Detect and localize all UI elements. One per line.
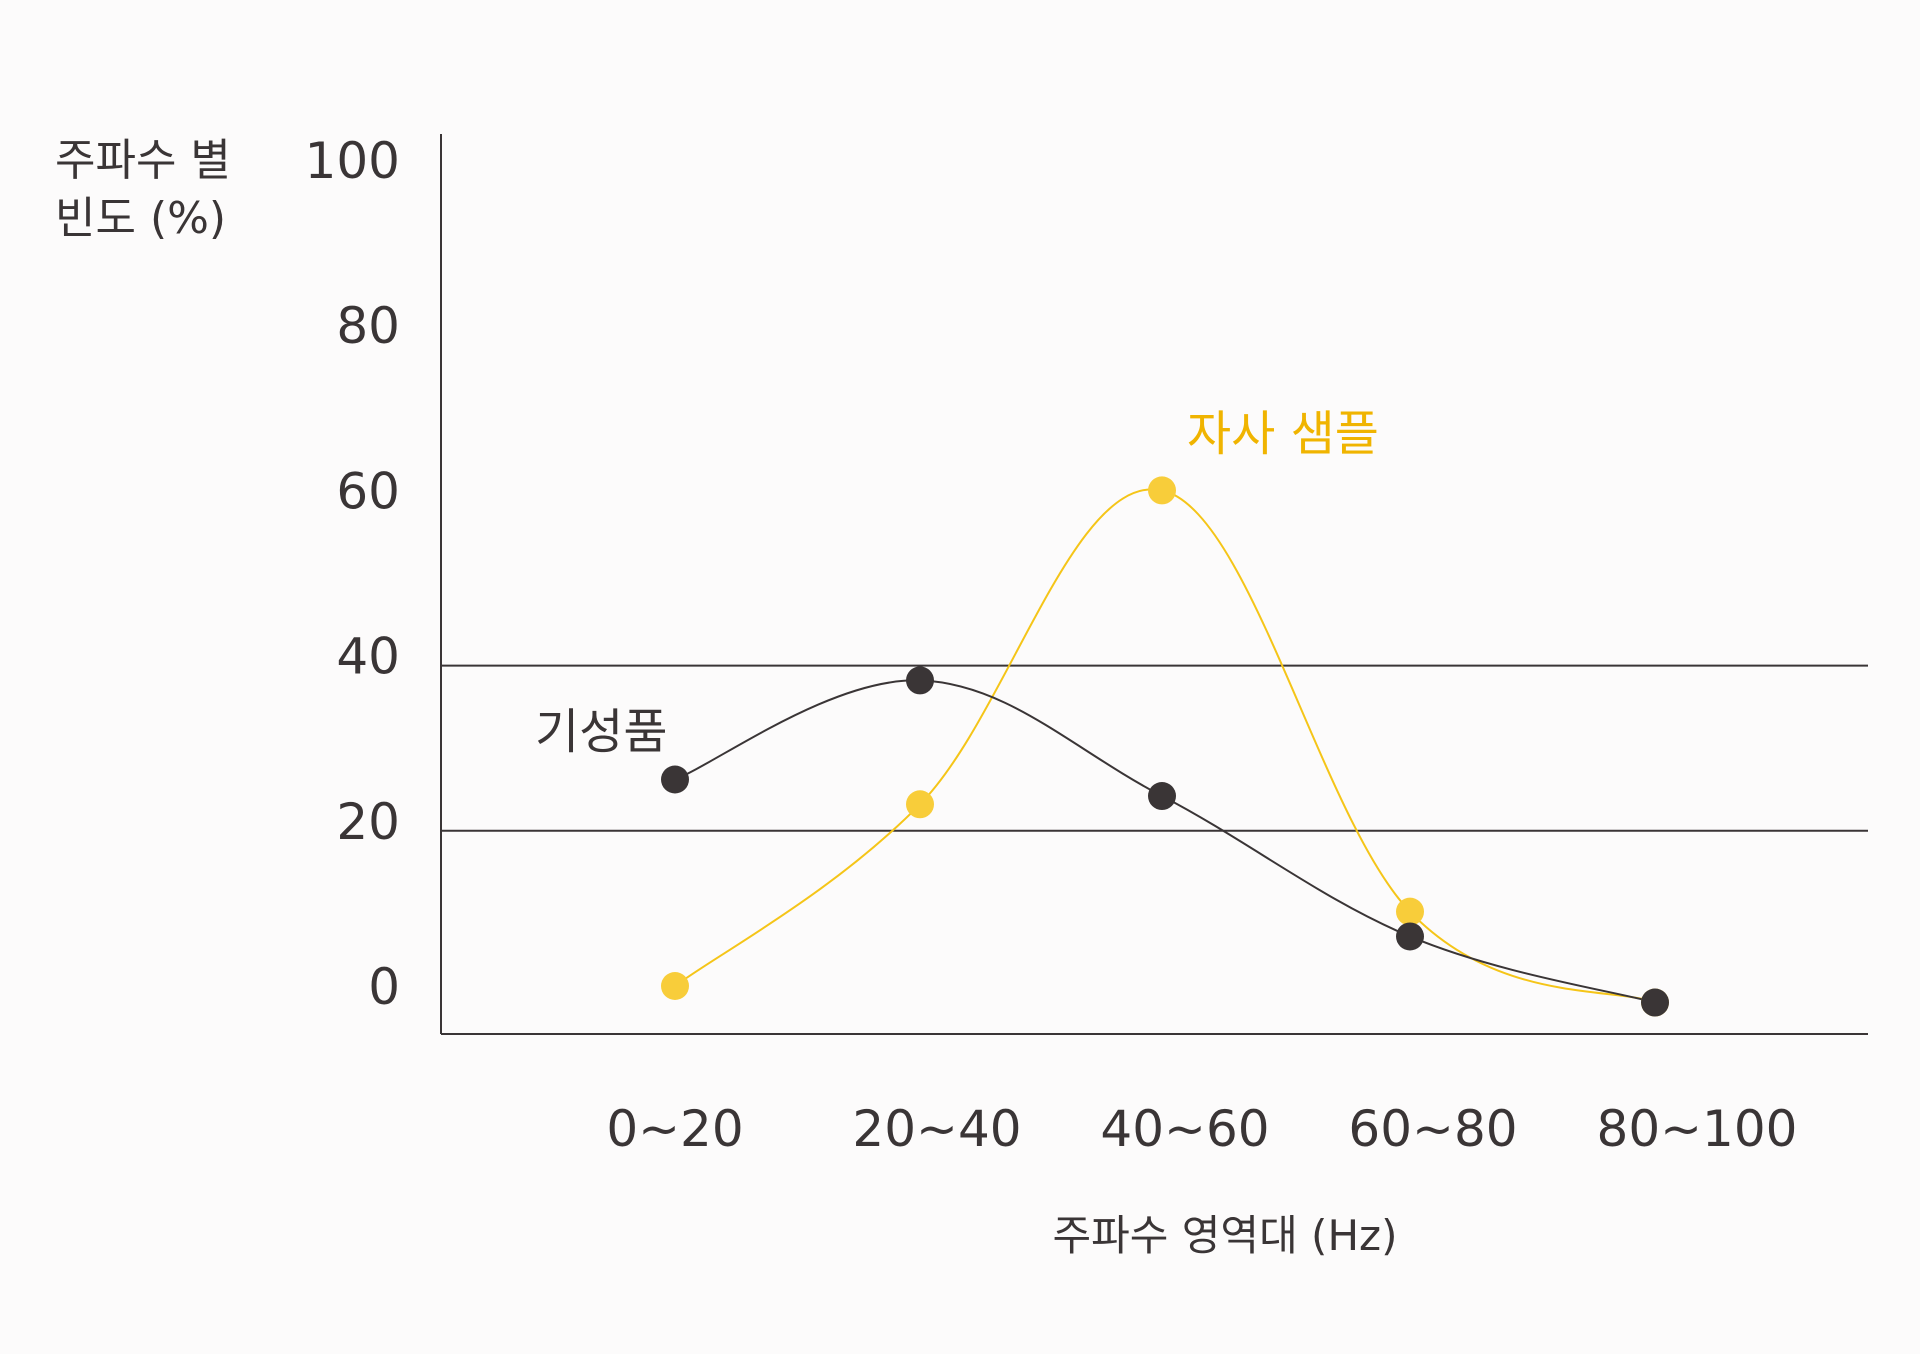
x-tick-label: 40~60 (1100, 1100, 1269, 1158)
y-tick-labels: 100 80 60 40 20 0 (305, 132, 400, 1016)
series (661, 476, 1669, 1017)
series-label-1: 자사 샘플 (1187, 406, 1379, 462)
y-tick-label: 100 (305, 132, 400, 190)
series-label-0: 기성품 (535, 704, 667, 760)
y-tick-label: 0 (368, 958, 400, 1016)
x-tick-labels: 0~20 20~40 40~60 60~80 80~100 (606, 1100, 1797, 1158)
y-axis-label-line2: 빈도 (%) (55, 193, 226, 244)
series-line-1 (674, 488, 1656, 1004)
y-tick-label: 80 (336, 297, 400, 355)
x-tick-label: 0~20 (606, 1100, 743, 1158)
series-0-point (1641, 988, 1669, 1017)
y-tick-label: 20 (336, 793, 400, 851)
x-tick-label: 80~100 (1597, 1100, 1798, 1158)
series-1-point (661, 972, 689, 1000)
series-0-point (661, 765, 689, 794)
y-tick-label: 60 (336, 462, 400, 520)
axes (440, 134, 1868, 1035)
series-0-point (1148, 782, 1176, 811)
series-0-point (906, 666, 934, 695)
y-axis-label-line1: 주파수 별 (55, 135, 231, 186)
series-line-0 (674, 679, 1656, 1004)
series-1-point (906, 790, 934, 819)
gridlines (441, 664, 1868, 832)
x-axis-label: 주파수 영역대 (Hz) (1053, 1211, 1398, 1260)
series-1-point (1396, 897, 1424, 926)
series-1-point (1148, 476, 1176, 505)
x-tick-label: 20~40 (852, 1100, 1021, 1158)
y-tick-label: 40 (336, 628, 400, 686)
series-0-point (1396, 922, 1424, 951)
x-tick-label: 60~80 (1348, 1100, 1517, 1158)
